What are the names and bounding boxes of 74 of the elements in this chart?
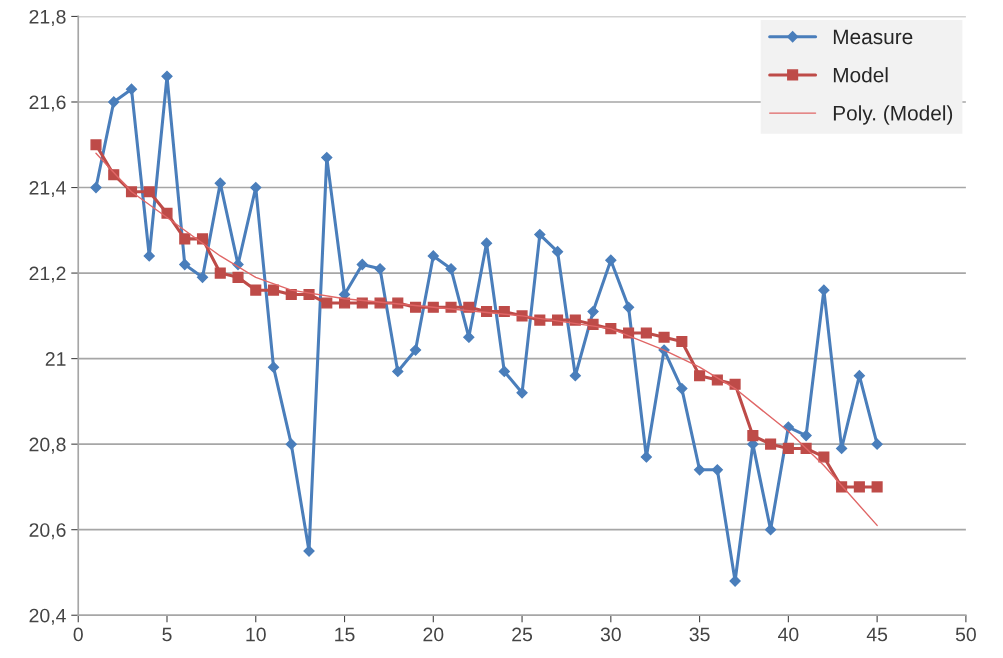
point	[534, 228, 546, 241]
point	[250, 284, 262, 296]
point	[321, 297, 333, 309]
point	[427, 250, 439, 262]
point	[108, 96, 120, 108]
x-tick-label: 5	[162, 627, 172, 642]
point	[214, 267, 226, 279]
point	[161, 70, 173, 82]
y-tick-label: 21,6	[29, 95, 66, 112]
point	[747, 430, 759, 442]
point	[694, 370, 706, 382]
point	[587, 305, 599, 318]
point	[267, 284, 280, 296]
point	[569, 370, 581, 382]
point	[516, 387, 528, 399]
point	[818, 451, 830, 463]
point	[90, 181, 102, 194]
x-tick-label: 30	[600, 627, 621, 642]
y-tick-label: 21	[45, 352, 66, 366]
point	[622, 301, 635, 313]
point	[551, 246, 564, 258]
point	[676, 335, 688, 348]
point	[782, 442, 794, 454]
point	[480, 237, 493, 249]
point	[605, 254, 617, 266]
point	[871, 481, 883, 493]
x-tick-label: 10	[246, 627, 266, 642]
legend-label: Measure	[833, 29, 913, 45]
x-tick-label: 0	[73, 627, 83, 642]
point	[693, 464, 706, 476]
point	[232, 271, 244, 283]
point	[729, 378, 741, 390]
point	[179, 258, 191, 271]
x-tick-label: 20	[423, 627, 444, 642]
point	[800, 429, 812, 442]
x-tick-label: 45	[866, 627, 888, 642]
point	[374, 263, 386, 275]
point	[658, 331, 670, 343]
x-tick-label: 15	[335, 627, 355, 642]
point	[90, 139, 102, 151]
point	[409, 344, 422, 356]
point	[161, 207, 173, 219]
y-tick-label: 21,2	[29, 266, 66, 283]
y-tick-label: 20,4	[29, 608, 66, 625]
point	[818, 284, 830, 296]
point	[143, 250, 155, 262]
point	[640, 451, 652, 463]
point	[498, 365, 510, 378]
point	[267, 361, 280, 373]
point	[765, 438, 777, 450]
point	[196, 271, 209, 283]
point	[871, 438, 883, 450]
y-tick-label: 20,6	[29, 523, 66, 540]
x-tick-label: 25	[512, 627, 533, 642]
point	[711, 464, 723, 476]
point	[125, 83, 138, 95]
point	[392, 365, 404, 378]
point	[285, 438, 297, 450]
legend-label: Model	[833, 67, 888, 83]
y-tick-label: 21,8	[29, 9, 66, 26]
point	[143, 186, 155, 198]
y-tick-label: 21,4	[29, 181, 66, 198]
point	[765, 524, 777, 536]
y-tick-label: 20,8	[29, 437, 66, 454]
point	[853, 481, 865, 493]
x-tick-label: 50	[955, 627, 976, 642]
point	[445, 263, 457, 275]
point	[676, 382, 688, 395]
x-tick-label: 35	[689, 627, 710, 642]
legend-label: Poly. (Model)	[833, 105, 953, 125]
point	[179, 233, 191, 245]
x-tick-label: 40	[777, 627, 799, 642]
point	[356, 258, 368, 271]
point	[640, 327, 652, 339]
